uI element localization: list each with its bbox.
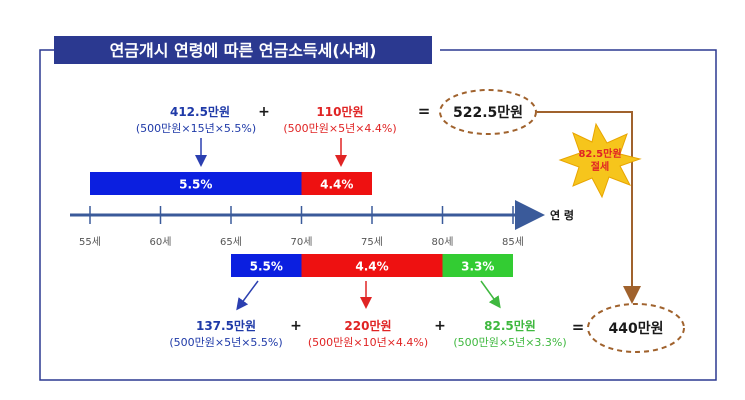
bottom-term-3-amount: 82.5만원	[484, 318, 536, 333]
bottom-term-2-amount: 220만원	[344, 318, 391, 333]
axis-tick-label: 80세	[432, 236, 454, 248]
bottom-bar-3	[442, 254, 513, 277]
top-term-2-formula: (500만원×5년×4.4%)	[283, 122, 396, 135]
top-plus: +	[258, 104, 270, 120]
top-equals: =	[418, 102, 431, 120]
top-total: 522.5만원	[453, 105, 523, 121]
saving-burst	[558, 122, 642, 199]
top-bar-1	[90, 172, 302, 195]
top-total-circle	[439, 89, 537, 135]
bottom-term-1-arrow	[236, 280, 259, 311]
bottom-term-1-formula: (500만원×5년×5.5%)	[169, 336, 282, 349]
top-bar-1-label: 5.5%	[179, 178, 212, 192]
bottom-plus-2: +	[434, 318, 446, 334]
top-bar-2	[301, 172, 372, 195]
top-bar-2-label: 4.4%	[320, 178, 353, 192]
top-bars: 5.5% 4.4%	[90, 172, 372, 195]
bottom-total-circle	[587, 303, 685, 353]
bottom-plus-1: +	[290, 318, 302, 334]
bottom-bar-3-label: 3.3%	[461, 260, 494, 274]
title-box	[54, 36, 432, 64]
bottom-equals: =	[572, 318, 585, 336]
bottom-bar-2-label: 4.4%	[355, 260, 388, 274]
bottom-bar-1	[231, 254, 302, 277]
bottom-term-3-arrow	[480, 280, 501, 309]
bottom-term-2-formula: (500만원×10년×4.4%)	[308, 336, 428, 349]
axis-tick-label: 70세	[291, 236, 313, 248]
top-term-1-formula: (500만원×15년×5.5%)	[136, 122, 256, 135]
diagram-title: 연금개시 연령에 따른 연금소득세(사례)	[110, 41, 377, 60]
saving-label: 절세	[591, 160, 609, 173]
frame-border	[39, 49, 717, 381]
axis-label: 연 령	[550, 208, 574, 222]
top-term-1-amount: 412.5만원	[170, 104, 230, 119]
bottom-bars: 5.5% 4.4% 3.3%	[231, 254, 513, 277]
axis-tick-label: 60세	[150, 236, 172, 248]
bottom-bar-2	[301, 254, 443, 277]
total-connector	[537, 111, 641, 304]
axis-tick-label: 75세	[361, 236, 383, 248]
axis-tick-label: 65세	[220, 236, 242, 248]
axis-tick-label: 85세	[502, 236, 524, 248]
saving-amount: 82.5만원	[578, 147, 621, 160]
bottom-term-1-amount: 137.5만원	[196, 318, 256, 333]
axis-ticks: 55세 60세 65세 70세 75세 80세 85세	[79, 206, 524, 248]
bottom-term-3-formula: (500만원×5년×3.3%)	[453, 336, 566, 349]
bottom-bar-1-label: 5.5%	[250, 260, 283, 274]
axis-tick-label: 55세	[79, 236, 101, 248]
top-term-2-amount: 110만원	[316, 104, 363, 119]
bottom-total: 440만원	[609, 321, 664, 337]
